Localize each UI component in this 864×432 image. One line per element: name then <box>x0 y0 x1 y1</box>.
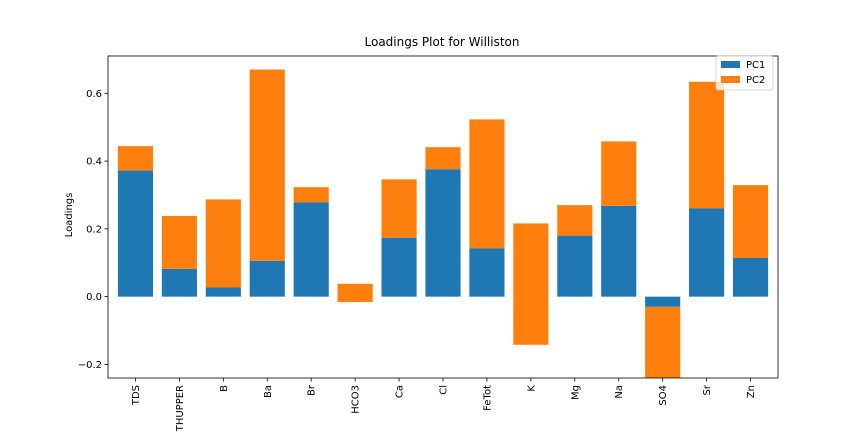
x-tick-label-b: B <box>219 385 230 392</box>
bar-pc1-mg <box>557 235 593 297</box>
bar-pc1-cl <box>425 169 461 297</box>
x-tick-label-ba: Ba <box>263 385 274 398</box>
bar-pc2-thupper <box>161 215 197 269</box>
bar-pc1-ba <box>249 260 285 297</box>
y-tick-label: −0.2 <box>78 360 102 371</box>
bar-pc1-na <box>601 205 637 297</box>
bar-pc2-br <box>293 187 329 203</box>
legend-swatch-pc2 <box>721 76 740 83</box>
y-axis-label: Loadings <box>64 193 75 238</box>
bar-pc1-b <box>205 287 241 297</box>
legend-label-pc1: PC1 <box>746 60 765 71</box>
x-tick-label-na: Na <box>614 385 625 399</box>
bar-pc1-br <box>293 202 329 297</box>
bar-pc2-tds <box>117 146 154 171</box>
bar-pc1-so4 <box>645 296 681 307</box>
bar-pc1-fetot <box>469 248 505 297</box>
bar-pc2-k <box>513 223 549 345</box>
bar-pc2-sr <box>689 81 725 209</box>
x-tick-label-so4: SO4 <box>658 385 669 406</box>
y-tick-label: 0.4 <box>86 157 102 168</box>
bar-pc2-ca <box>381 179 417 238</box>
x-tick-label-br: Br <box>307 384 318 396</box>
x-tick-label-ca: Ca <box>395 385 406 398</box>
x-tick-label-thupper: THUPPER <box>175 385 186 432</box>
chart-title: Loadings Plot for Williston <box>365 35 520 49</box>
plot-frame <box>107 55 779 379</box>
bar-pc2-cl <box>425 147 461 170</box>
x-tick-label-mg: Mg <box>570 385 581 400</box>
x-tick-label-zn: Zn <box>746 385 757 398</box>
x-tick-label-k: K <box>526 385 537 392</box>
bar-pc2-b <box>205 199 241 288</box>
bar-pc1-sr <box>689 208 725 297</box>
x-tick-label-hco3: HCO3 <box>351 385 362 414</box>
bar-pc2-zn <box>732 185 769 259</box>
y-tick-label: 0.0 <box>86 292 102 303</box>
bar-pc2-mg <box>557 205 593 236</box>
bar-pc1-thupper <box>161 268 197 297</box>
bar-pc1-ca <box>381 237 417 297</box>
bar-pc2-so4 <box>645 306 681 378</box>
x-tick-label-tds: TDS <box>131 385 142 406</box>
axes-group: TDS THUPPER B Ba Br HCO3 Ca Cl FeTot K Mg Na SO4 Sr Zn… <box>78 55 779 432</box>
bar-pc1-zn <box>732 258 769 297</box>
x-tick-label-sr: Sr <box>702 384 713 395</box>
x-tick-label-fetot: FeTot <box>482 385 493 411</box>
bar-pc2-na <box>601 141 637 206</box>
bar-pc1-tds <box>117 170 154 297</box>
bar-pc2-ba <box>249 69 285 261</box>
bars-group <box>117 69 769 378</box>
legend-swatch-pc1 <box>721 61 740 68</box>
legend-label-pc2: PC2 <box>746 75 765 86</box>
bar-pc2-fetot <box>469 119 505 249</box>
y-tick-label: 0.2 <box>86 224 102 235</box>
y-tick-label: 0.6 <box>86 89 102 100</box>
x-tick-label-cl: Cl <box>439 385 450 395</box>
bar-pc2-hco3 <box>337 283 373 303</box>
